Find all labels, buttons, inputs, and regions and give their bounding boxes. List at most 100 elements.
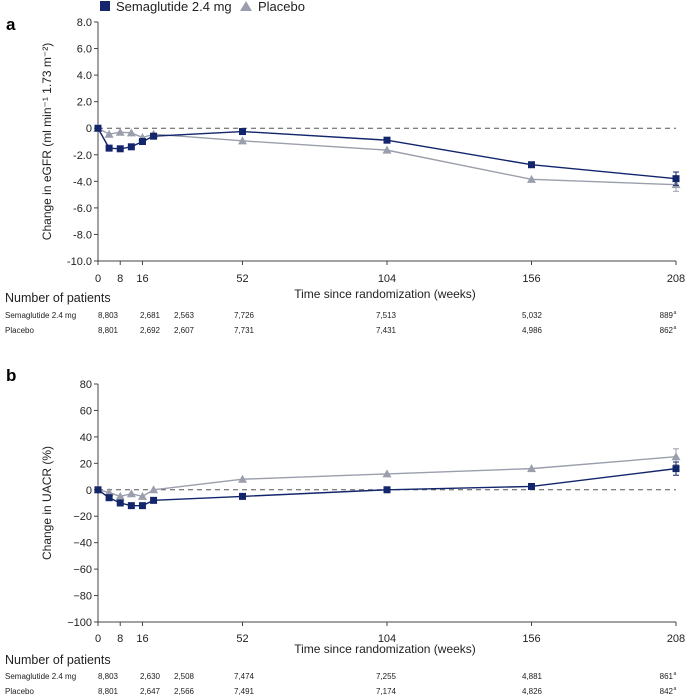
panel-a-patients-value: 7,726 bbox=[234, 311, 255, 320]
panel-b-patients-value: 8,803 bbox=[98, 672, 119, 681]
panel-b-point-placebo bbox=[382, 469, 392, 478]
panel-a-patients-footnote: a bbox=[674, 325, 677, 331]
panel-a-y-tick-label: 0 bbox=[86, 123, 92, 135]
legend-marker-placebo bbox=[240, 1, 252, 11]
panel-b-patients-value: 2,647 bbox=[140, 687, 161, 696]
panel-b-point-semaglutide bbox=[239, 492, 246, 500]
panel-a-patients-value: 7,513 bbox=[376, 311, 397, 320]
panel-a-point-semaglutide bbox=[94, 124, 102, 132]
panel-a-x-tick-label: 16 bbox=[136, 273, 148, 285]
panel-b-point-semaglutide bbox=[105, 494, 113, 502]
panel-a-x-tick-label: 156 bbox=[522, 273, 540, 285]
panel-a-point-placebo bbox=[115, 127, 125, 136]
panel-b-point-placebo bbox=[104, 487, 114, 496]
panel-a-patients-value: 2,607 bbox=[174, 326, 195, 335]
panel-a-point-placebo bbox=[104, 129, 114, 138]
panel-b-y-tick-label: −60 bbox=[73, 564, 92, 576]
panel-a-y-tick-label: -6.0 bbox=[73, 203, 92, 215]
panel-b-letter: b bbox=[6, 366, 16, 385]
panel-b-point-semaglutide bbox=[138, 502, 146, 510]
panel-a-point-semaglutide bbox=[127, 143, 135, 151]
panel-b-patients-value: 2,630 bbox=[140, 672, 161, 681]
panel-b-x-tick-label: 8 bbox=[117, 633, 123, 645]
panel-b-patients-value: 8,801 bbox=[98, 687, 119, 696]
panel-a-patients-header: Number of patients bbox=[5, 291, 111, 305]
panel-a-patients-footnote: a bbox=[674, 310, 677, 316]
panel-a-patients-label-sema: Semaglutide 2.4 mg bbox=[5, 311, 76, 320]
panel-b-x-tick-label: 16 bbox=[136, 633, 148, 645]
panel-b-patients-value: 4,826 bbox=[522, 687, 543, 696]
panel-a-x-tick-label: 208 bbox=[667, 273, 685, 285]
panel-b-xlabel: Time since randomization (weeks) bbox=[294, 642, 476, 656]
panel-b-ylabel: Change in UACR (%) bbox=[40, 446, 54, 560]
panel-a-patients-value: 2,692 bbox=[140, 326, 161, 335]
panel-b-x-tick-label: 208 bbox=[667, 633, 685, 645]
panel-b-patients-footnote: a bbox=[674, 686, 677, 692]
panel-a-point-placebo bbox=[527, 174, 536, 183]
panel-b-line-semaglutide bbox=[97, 467, 677, 507]
panel-b-y-tick-label: 80 bbox=[80, 379, 92, 391]
panel-b-point-placebo bbox=[527, 464, 536, 473]
panel-b-patients-value: 7,174 bbox=[376, 687, 397, 696]
legend: Semaglutide 2.4 mg Placebo bbox=[100, 0, 305, 14]
panel-b-patients-value: 2,508 bbox=[174, 672, 195, 681]
panel-a-x-tick-label: 8 bbox=[117, 273, 123, 285]
panel-b-x-tick-label: 52 bbox=[236, 633, 248, 645]
panel-b-line-placebo bbox=[97, 456, 677, 498]
panel-a-plot: 8.06.04.02.00-2.0-4.0-6.0-8.0-10.00 8 16 52… bbox=[40, 17, 685, 335]
panel-b-point-semaglutide bbox=[383, 486, 391, 494]
panel-a-y-tick-label: 8.0 bbox=[77, 17, 92, 29]
panel-b-y-tick-label: 40 bbox=[80, 432, 92, 444]
panel-b-patients-value: 2,566 bbox=[174, 687, 195, 696]
panel-a-patients-value: 2,681 bbox=[140, 311, 161, 320]
panel-b-point-placebo bbox=[115, 491, 125, 500]
panel-b-x-tick-label: 156 bbox=[522, 633, 540, 645]
panel-b-point-semaglutide bbox=[127, 502, 135, 510]
panel-a-patients-value: 7,731 bbox=[234, 326, 255, 335]
legend-marker-semaglutide bbox=[100, 1, 110, 11]
panel-a-x-tick-label: 52 bbox=[236, 273, 248, 285]
panel-b-point-semaglutide bbox=[528, 482, 535, 490]
panel-a-patients-value: 8,801 bbox=[98, 326, 119, 335]
panel-b-y-tick-label: −80 bbox=[73, 591, 92, 603]
panel-b-y-tick-label: −20 bbox=[73, 511, 92, 523]
panel-b-point-placebo bbox=[126, 489, 136, 498]
panel-b-patients-value: 7,255 bbox=[376, 672, 397, 681]
panel-a-y-tick-label: -4.0 bbox=[73, 176, 92, 188]
panel-b-point-semaglutide bbox=[94, 486, 102, 494]
legend-label-placebo: Placebo bbox=[258, 0, 305, 14]
panel-b-x-tick-label: 104 bbox=[378, 633, 396, 645]
panel-a-patients-value: 7,431 bbox=[376, 326, 397, 335]
panel-b-point-placebo bbox=[149, 485, 159, 494]
panel-a-line-semaglutide bbox=[97, 127, 677, 180]
panel-a-y-tick-label: 2.0 bbox=[77, 97, 92, 109]
panel-a-y-tick-label: -8.0 bbox=[73, 229, 92, 241]
panel-b-y-tick-label: −40 bbox=[73, 538, 92, 550]
panel-b-point-semaglutide bbox=[672, 465, 680, 473]
panel-a-y-tick-label: 6.0 bbox=[77, 44, 92, 56]
panel-a-letter: a bbox=[6, 15, 16, 34]
panel-a-patients-value: 862 bbox=[660, 326, 674, 335]
panel-a-patients-label-placebo: Placebo bbox=[5, 326, 34, 335]
panel-a-ylabel: Change in eGFR (ml min⁻¹ 1.73 m⁻²) bbox=[40, 43, 54, 240]
panel-b-point-placebo bbox=[238, 474, 247, 483]
panel-a-patients-value: 2,563 bbox=[174, 311, 195, 320]
panel-a-xlabel: Time since randomization (weeks) bbox=[294, 287, 476, 301]
panel-a-point-semaglutide bbox=[105, 144, 113, 152]
panel-b-patients-label-placebo: Placebo bbox=[5, 687, 34, 696]
panel-a-patients-value: 8,803 bbox=[98, 311, 119, 320]
panel-b-patients-value: 7,491 bbox=[234, 687, 255, 696]
panel-b-point-placebo bbox=[671, 452, 681, 461]
panel-b-point-semaglutide bbox=[116, 499, 124, 507]
panel-b-x-tick-label: 0 bbox=[95, 633, 101, 645]
panel-b-point-placebo bbox=[137, 491, 147, 500]
panel-b-patients-value: 4,881 bbox=[522, 672, 543, 681]
panel-b-y-tick-label: −100 bbox=[67, 617, 92, 629]
panel-a-point-placebo bbox=[382, 145, 392, 154]
panel-a-point-semaglutide bbox=[116, 145, 124, 153]
panel-a-point-semaglutide bbox=[138, 138, 146, 145]
panel-a-y-tick-label: 4.0 bbox=[77, 70, 92, 82]
panel-a-patients-value: 5,032 bbox=[522, 311, 543, 320]
panel-a-point-placebo bbox=[238, 136, 247, 145]
